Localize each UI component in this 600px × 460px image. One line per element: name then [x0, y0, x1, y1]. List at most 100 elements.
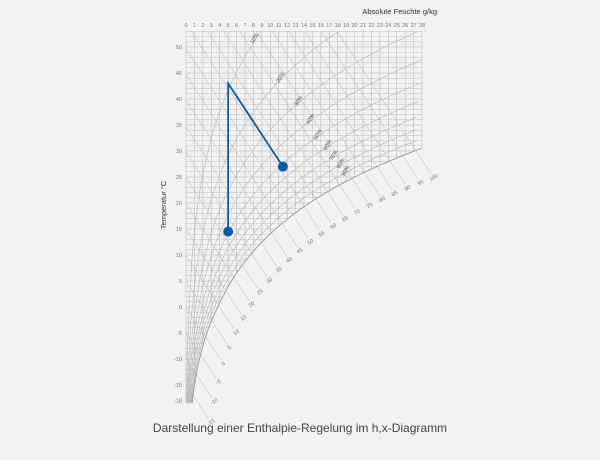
grid-line-enthalpy	[239, 31, 356, 209]
x-tick-label: 25	[394, 23, 400, 29]
x-tick-label: 1	[193, 23, 196, 29]
enthalpy-tick-label: 75	[366, 202, 374, 210]
y-tick-label: 40	[176, 97, 182, 103]
rh-label: 90%	[341, 165, 352, 178]
rh-curve	[190, 129, 416, 404]
x-axis-label: Absolute Feuchte g/kg	[362, 7, 437, 16]
grid-line-enthalpy	[207, 31, 332, 223]
x-tick-label: 13	[293, 23, 299, 29]
x-tick-label: 19	[343, 23, 349, 29]
rh-label: 10%	[250, 32, 261, 45]
rh-curve	[186, 31, 339, 404]
x-tick-label: 8	[252, 23, 255, 29]
rh-curve	[188, 59, 422, 404]
enthalpy-tick-label: 50	[307, 238, 315, 246]
enthalpy-tick-label: 30	[265, 277, 273, 285]
x-tick-label: 7	[243, 23, 246, 29]
y-tick-label: 15	[176, 227, 182, 233]
enthalpy-tick-label: 35	[275, 266, 283, 274]
rh-curve	[189, 101, 419, 404]
grid-line-enthalpy	[256, 31, 368, 203]
x-tick-label: 6	[235, 23, 238, 29]
x-tick-label: 12	[284, 23, 290, 29]
x-tick-label: 22	[368, 23, 374, 29]
x-tick-label: 27	[411, 23, 417, 29]
x-tick-label: 15	[309, 23, 315, 29]
rh-label: 40%	[305, 113, 316, 126]
grid-line-enthalpy	[185, 306, 222, 361]
enthalpy-tick-label: 45	[296, 247, 304, 255]
enthalpy-tick-label: 55	[318, 230, 326, 238]
x-tick-label: 16	[318, 23, 324, 29]
grid-line-enthalpy	[185, 151, 268, 277]
grid-line-enthalpy	[320, 31, 419, 180]
rh-curve	[190, 116, 417, 404]
rh-label: 30%	[294, 95, 305, 108]
y-tick-label: 30	[176, 149, 182, 155]
enthalpy-tick-label: 15	[240, 314, 248, 322]
y-tick-label: 10	[176, 253, 182, 259]
x-tick-label: 23	[377, 23, 383, 29]
grid-line-enthalpy	[288, 31, 393, 191]
grid-line-enthalpy	[185, 203, 250, 301]
enthalpy-tick-label: 95	[417, 179, 425, 187]
x-tick-label: 9	[260, 23, 263, 29]
y-tick-label: -18	[174, 399, 182, 405]
process-start-point	[223, 226, 234, 237]
enthalpy-tick-label: 65	[341, 215, 349, 223]
grid-line-enthalpy	[191, 31, 320, 231]
grid-line-enthalpy	[185, 332, 217, 379]
process-line	[227, 80, 284, 232]
rh-label: 50%	[313, 129, 324, 142]
y-tick-label: 20	[176, 201, 182, 207]
rh-curve	[188, 83, 420, 404]
rh-label: 60%	[323, 139, 334, 152]
x-tick-label: 20	[352, 23, 358, 29]
y-tick-label: 5	[179, 279, 182, 285]
enthalpy-tick-label: -5	[215, 379, 222, 387]
y-tick-label: 35	[176, 123, 182, 129]
grid-line-enthalpy	[185, 229, 242, 315]
x-tick-label: 21	[360, 23, 366, 29]
enthalpy-tick-label: 20	[248, 301, 256, 309]
x-tick-label: 18	[335, 23, 341, 29]
enthalpy-tick-label: 25	[256, 288, 264, 296]
rh-curve	[187, 31, 419, 404]
y-tick-label: 0	[179, 305, 182, 311]
x-tick-label: 0	[184, 23, 187, 29]
enthalpy-tick-label: 5	[227, 345, 233, 352]
rh-label: 80%	[336, 157, 347, 170]
x-tick-label: 26	[402, 23, 408, 29]
rh-curve	[191, 140, 417, 404]
enthalpy-tick-label: 10	[232, 329, 240, 337]
enthalpy-tick-label: 90	[404, 184, 412, 192]
x-tick-label: 5	[227, 23, 230, 29]
grid-line-enthalpy	[272, 31, 380, 196]
grid-line-enthalpy	[185, 255, 235, 329]
grid-line-enthalpy	[304, 31, 406, 185]
x-tick-label: 14	[301, 23, 307, 29]
x-tick-label: 28	[419, 23, 425, 29]
enthalpy-tick-label: 70	[353, 208, 361, 216]
y-tick-label: 45	[176, 71, 182, 77]
x-tick-label: 10	[267, 23, 273, 29]
x-tick-label: 3	[210, 23, 213, 29]
figure-caption: Darstellung einer Enthalpie-Regelung im …	[152, 421, 448, 435]
x-tick-label: 2	[201, 23, 204, 29]
x-tick-label: 17	[326, 23, 332, 29]
rh-label: 20%	[276, 71, 287, 84]
grid-line-enthalpy	[185, 177, 258, 289]
enthalpy-tick-label: 60	[329, 222, 337, 230]
grid-line-enthalpy	[185, 100, 287, 257]
grid-line-enthalpy	[185, 48, 309, 239]
grid-line-enthalpy	[185, 125, 277, 267]
grid-line-enthalpy	[185, 74, 298, 248]
x-tick-label: 4	[218, 23, 221, 29]
enthalpy-tick-label: -15	[206, 418, 216, 427]
enthalpy-tick-label: -10	[210, 397, 220, 406]
y-axis-label: Temperatur °C	[159, 180, 168, 229]
process-end-point	[277, 161, 288, 172]
y-tick-label: -10	[174, 357, 182, 363]
enthalpy-tick-label: 80	[378, 196, 386, 204]
